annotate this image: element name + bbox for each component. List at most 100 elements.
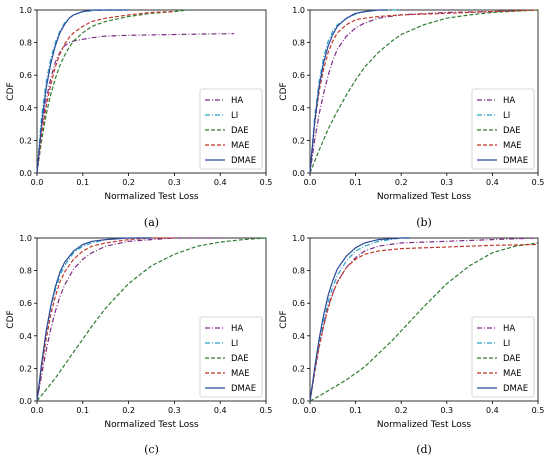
series-line-dae bbox=[36, 237, 267, 402]
y-axis-label: CDF bbox=[6, 82, 16, 100]
x-tick-label: 0.0 bbox=[304, 178, 317, 187]
y-tick-label: 0.4 bbox=[19, 104, 32, 113]
y-tick-label: 0.8 bbox=[292, 39, 305, 48]
y-tick-label: 0.0 bbox=[292, 397, 305, 406]
legend-label-dmae: DMAE bbox=[231, 384, 256, 394]
series-line-dae bbox=[36, 9, 189, 174]
x-tick-label: 0.1 bbox=[76, 406, 89, 415]
y-tick-label: 0.8 bbox=[292, 267, 305, 276]
panel-caption: (b) bbox=[416, 216, 432, 229]
x-tick-label: 0.4 bbox=[214, 406, 227, 415]
x-tick-label: 0.4 bbox=[214, 178, 227, 187]
x-tick-label: 0.2 bbox=[122, 406, 135, 415]
legend-label-li: LI bbox=[503, 111, 510, 121]
legend: HA LI DAE MAE DMAE bbox=[199, 316, 263, 398]
legend-box bbox=[199, 316, 263, 398]
x-axis-label: Normalized Test Loss bbox=[104, 192, 199, 202]
x-tick-label: 0.5 bbox=[260, 406, 273, 415]
legend-box bbox=[471, 88, 535, 170]
legend-label-mae: MAE bbox=[503, 369, 522, 379]
y-tick-label: 0.2 bbox=[292, 136, 305, 145]
y-axis-label: CDF bbox=[6, 310, 16, 328]
x-tick-label: 0.3 bbox=[440, 406, 453, 415]
series-line-dmae bbox=[309, 237, 411, 402]
series-line-dae bbox=[309, 9, 539, 174]
x-tick-label: 0.1 bbox=[76, 178, 89, 187]
chart-panel-4: 0.0 0.1 0.2 0.3 0.4 0.5 0.0 0.2 0.4 0.6 0.8 1.0 Norm… bbox=[279, 234, 544, 456]
x-tick-label: 0.0 bbox=[304, 406, 317, 415]
legend-label-dmae: DMAE bbox=[231, 156, 256, 166]
y-tick-label: 0.8 bbox=[19, 39, 32, 48]
y-tick-label: 0.0 bbox=[292, 169, 305, 178]
y-tick-label: 1.0 bbox=[19, 6, 32, 15]
x-tick-label: 0.0 bbox=[31, 406, 44, 415]
x-tick-label: 0.2 bbox=[395, 406, 408, 415]
y-tick-label: 0.8 bbox=[19, 267, 32, 276]
y-tick-label: 0.4 bbox=[292, 104, 305, 113]
series-line-mae bbox=[36, 11, 175, 174]
y-tick-label: 0.6 bbox=[19, 71, 32, 80]
series-line-dmae bbox=[36, 237, 152, 402]
series-line-ha bbox=[36, 237, 221, 402]
x-tick-label: 0.3 bbox=[440, 178, 453, 187]
y-tick-label: 0.0 bbox=[19, 397, 32, 406]
legend-label-li: LI bbox=[503, 339, 510, 349]
series-line-ha bbox=[36, 33, 234, 174]
legend: HA LI DAE MAE DMAE bbox=[471, 88, 535, 170]
series-line-mae bbox=[309, 9, 539, 174]
legend-label-dmae: DMAE bbox=[503, 156, 528, 166]
x-tick-label: 0.5 bbox=[532, 406, 545, 415]
legend-label-li: LI bbox=[231, 339, 238, 349]
x-axis-label: Normalized Test Loss bbox=[104, 420, 199, 430]
x-tick-label: 0.4 bbox=[486, 406, 499, 415]
y-tick-label: 1.0 bbox=[292, 6, 305, 15]
x-tick-label: 0.2 bbox=[122, 178, 135, 187]
legend-label-ha: HA bbox=[231, 324, 243, 334]
series-line-mae bbox=[309, 243, 539, 402]
chart-panel-2: 0.0 0.1 0.2 0.3 0.4 0.5 0.0 0.2 0.4 0.6 0.8 1.0 Norm… bbox=[279, 6, 544, 229]
series-line-dmae bbox=[36, 9, 129, 174]
legend-label-mae: MAE bbox=[231, 141, 250, 151]
y-tick-label: 0.2 bbox=[292, 364, 305, 373]
y-tick-label: 1.0 bbox=[19, 234, 32, 243]
panel-caption: (c) bbox=[144, 443, 159, 456]
series-line-li bbox=[36, 9, 129, 174]
x-tick-label: 0.3 bbox=[168, 406, 181, 415]
legend-box bbox=[199, 88, 263, 170]
x-tick-label: 0.5 bbox=[260, 178, 273, 187]
series-line-dae bbox=[309, 242, 539, 402]
legend-label-ha: HA bbox=[503, 96, 515, 106]
y-tick-label: 0.2 bbox=[19, 364, 32, 373]
legend-label-mae: MAE bbox=[503, 141, 522, 151]
y-tick-label: 0.4 bbox=[19, 332, 32, 341]
chart-panel-1: 0.0 0.1 0.2 0.3 0.4 0.5 0.0 0.2 0.4 0.6 0.8 1.0 Norm… bbox=[6, 6, 272, 229]
chart-panel-3: 0.0 0.1 0.2 0.3 0.4 0.5 0.0 0.2 0.4 0.6 0.8 1.0 Norm… bbox=[6, 234, 272, 456]
legend-label-ha: HA bbox=[503, 324, 515, 334]
legend-label-ha: HA bbox=[231, 96, 243, 106]
y-tick-label: 0.4 bbox=[292, 332, 305, 341]
legend-box bbox=[471, 316, 535, 398]
legend-label-mae: MAE bbox=[231, 369, 250, 379]
y-tick-label: 0.6 bbox=[292, 71, 305, 80]
x-tick-label: 0.3 bbox=[168, 178, 181, 187]
series-line-mae bbox=[36, 237, 175, 402]
x-tick-label: 0.5 bbox=[532, 178, 545, 187]
legend: HA LI DAE MAE DMAE bbox=[471, 316, 535, 398]
panel-caption: (d) bbox=[416, 443, 432, 456]
y-tick-label: 0.6 bbox=[292, 299, 305, 308]
legend-label-dae: DAE bbox=[231, 126, 249, 136]
legend: HA LI DAE MAE DMAE bbox=[199, 88, 263, 170]
y-tick-label: 0.0 bbox=[19, 169, 32, 178]
panel-caption: (a) bbox=[144, 216, 159, 229]
x-tick-label: 0.1 bbox=[349, 406, 362, 415]
x-axis-label: Normalized Test Loss bbox=[377, 192, 472, 202]
legend-label-li: LI bbox=[231, 111, 238, 121]
legend-label-dmae: DMAE bbox=[503, 384, 528, 394]
y-axis-label: CDF bbox=[279, 310, 289, 328]
y-tick-label: 1.0 bbox=[292, 234, 305, 243]
y-axis-label: CDF bbox=[279, 82, 289, 100]
x-tick-label: 0.2 bbox=[395, 178, 408, 187]
legend-label-dae: DAE bbox=[503, 354, 521, 364]
series-line-dmae bbox=[309, 9, 388, 174]
